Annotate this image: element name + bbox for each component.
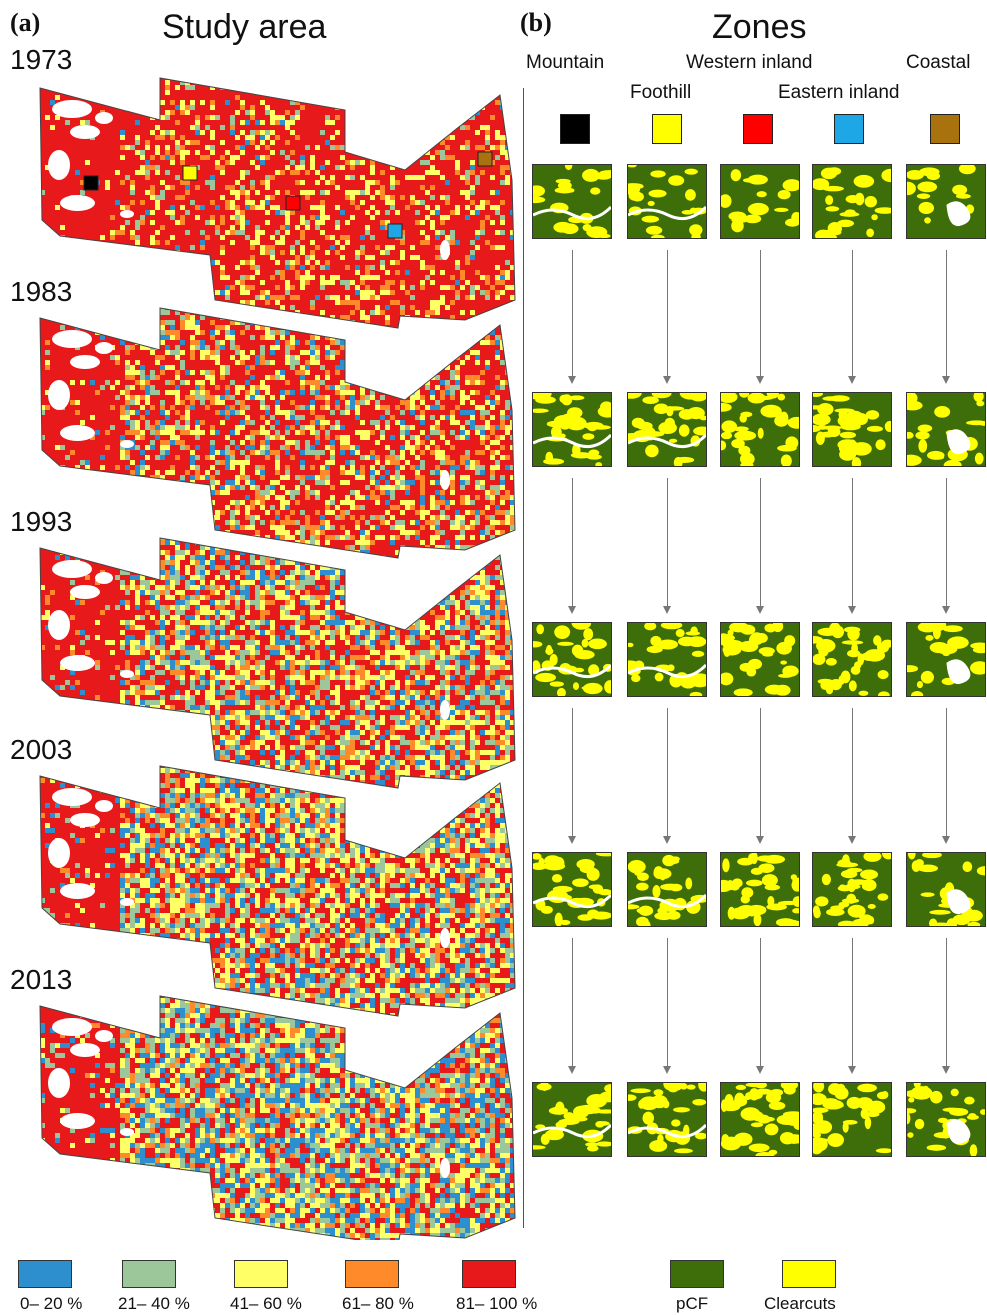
legend-swatch-41-60 [234,1260,288,1288]
panel-divider [523,88,524,1228]
transition-arrow [942,250,950,384]
transition-arrow [568,250,576,384]
zone-label-coastal: Coastal [906,52,971,73]
zone-marker-western-inland [285,195,301,211]
zone-marker-mountain [83,175,99,191]
panel-a-letter: (a) [10,8,41,37]
zone-thumbnail [906,852,986,927]
study-area-map-2003 [39,765,516,1017]
zone-thumbnail [627,622,707,697]
zone-thumbnail [720,164,800,239]
study-area-map-1983 [39,307,516,559]
legend-swatch-21-40 [122,1260,176,1288]
zone-thumbnail [532,1082,612,1157]
transition-arrow [756,708,764,844]
legend-label-pcf: pCF [676,1294,709,1313]
study-area-map-1993 [39,537,516,789]
zone-thumbnail [812,392,892,467]
zone-marker-eastern-inland [387,223,403,239]
zone-thumbnail [627,164,707,239]
legend-label-21-40: 21– 40 % [118,1294,190,1313]
zone-thumbnail [720,1082,800,1157]
zone-thumbnail [906,622,986,697]
zone-thumbnail [720,392,800,467]
transition-arrow [568,478,576,614]
transition-arrow [568,938,576,1074]
zone-thumbnail [812,622,892,697]
legend-label-81-100: 81– 100 % [456,1294,538,1313]
zone-swatch-western-inland [743,114,773,144]
zone-thumbnail [532,622,612,697]
legend-label-61-80: 61– 80 % [342,1294,414,1313]
study-area-map-1973 [39,77,516,329]
legend-swatch-81-100 [462,1260,516,1288]
zone-label-western-inland: Western inland [686,52,813,73]
zone-thumbnail [532,852,612,927]
zone-thumbnail [906,1082,986,1157]
zone-thumbnail [720,852,800,927]
year-label-1993: 1993 [10,506,73,537]
zone-swatch-foothill [652,114,682,144]
transition-arrow [942,938,950,1074]
zone-label-mountain: Mountain [526,52,605,73]
transition-arrow [848,938,856,1074]
panel-a-title: Study area [162,8,327,46]
transition-arrow [756,478,764,614]
zone-marker-foothill [182,165,198,181]
zone-thumbnail [627,852,707,927]
zone-thumbnail [627,1082,707,1157]
zone-thumbnail [812,164,892,239]
transition-arrow [848,478,856,614]
zone-label-foothill: Foothill [630,82,692,103]
zone-thumbnail [812,1082,892,1157]
transition-arrow [568,708,576,844]
legend-label-41-60: 41– 60 % [230,1294,302,1313]
study-area-maps [39,77,516,1240]
zone-thumbnail [812,852,892,927]
zone-thumbnail [627,392,707,467]
transition-arrow [663,708,671,844]
year-label-1983: 1983 [10,276,73,307]
zone-swatch-coastal [930,114,960,144]
year-label-1973: 1973 [10,44,73,75]
zone-thumbnail [532,392,612,467]
panel-b-letter: (b) [520,8,552,37]
study-area-map-2013 [39,995,516,1240]
transition-arrow [848,708,856,844]
legend-swatch-clearcuts [782,1260,836,1288]
transition-arrow [663,250,671,384]
year-label-2003: 2003 [10,734,73,765]
zone-thumbnail [720,622,800,697]
zone-thumbnail [906,164,986,239]
legend-swatch-61-80 [345,1260,399,1288]
panel-b-title: Zones [712,8,807,46]
legend-swatch-pcf [670,1260,724,1288]
zone-swatch-mountain [560,114,590,144]
transition-arrow [663,478,671,614]
transition-arrow [756,250,764,384]
transition-arrow [663,938,671,1074]
transition-arrow [848,250,856,384]
legend-swatch-0-20 [18,1260,72,1288]
zone-swatch-eastern-inland [834,114,864,144]
zone-label-eastern-inland: Eastern inland [778,82,900,103]
transition-arrow [942,478,950,614]
legend-label-0-20: 0– 20 % [20,1294,83,1313]
zone-marker-coastal [477,151,493,167]
transition-arrow [756,938,764,1074]
legend-label-clearcuts: Clearcuts [764,1294,836,1313]
transition-arrow [942,708,950,844]
zone-thumbnail [906,392,986,467]
zone-thumbnail [532,164,612,239]
year-label-2013: 2013 [10,964,73,995]
